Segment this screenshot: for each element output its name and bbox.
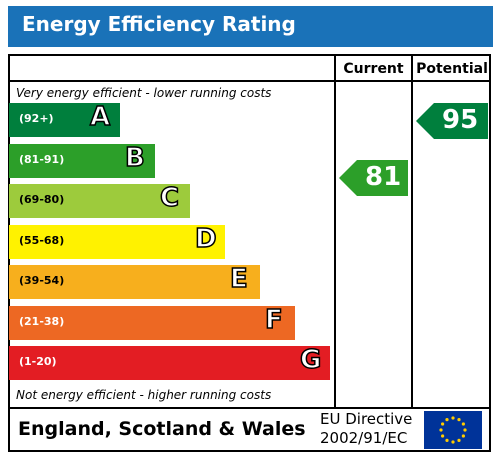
- caption-bottom: Not energy efficient - higher running co…: [16, 388, 272, 402]
- band-letter-label: G: [299, 344, 322, 376]
- band-d: (55-68) D: [9, 223, 225, 259]
- eu-star: [463, 428, 467, 432]
- band-range-label: (39-54): [19, 274, 65, 287]
- column-header-potential: Potential: [416, 61, 488, 77]
- band-letter-label: A: [89, 101, 111, 133]
- band-letter-label: D: [194, 223, 217, 255]
- potential-arrow: [416, 103, 488, 139]
- current-arrow-shape: [339, 159, 408, 196]
- band-b: (81-91) B: [9, 142, 155, 178]
- eu-star: [445, 418, 449, 422]
- potential-arrow-shape: [416, 103, 488, 139]
- eu-star: [445, 438, 449, 442]
- header-divider: [8, 80, 491, 82]
- potential-rating-value: 95: [442, 105, 479, 135]
- band-e: (39-54) E: [9, 263, 260, 299]
- eu-directive: EU Directive 2002/91/EC: [320, 410, 412, 448]
- band-range-label: (92+): [19, 112, 54, 125]
- caption-top: Very energy efficient - lower running co…: [16, 86, 272, 100]
- eu-star: [439, 428, 443, 432]
- eu-star: [451, 416, 455, 420]
- band-g: (1-20) G: [9, 344, 330, 380]
- band-range-label: (1-20): [19, 355, 57, 368]
- column-header-current: Current: [343, 61, 404, 77]
- eu-star: [441, 434, 445, 438]
- current-arrow: [339, 159, 408, 196]
- column-divider-current: [334, 54, 336, 409]
- eu-star: [461, 422, 465, 426]
- column-divider-potential: [411, 54, 413, 409]
- band-range-label: (55-68): [19, 233, 65, 247]
- title-bar: Energy Efficiency Rating: [8, 6, 493, 47]
- eu-directive-line2: 2002/91/EC: [320, 429, 408, 447]
- eu-star: [457, 418, 461, 422]
- current-rating-value: 81: [365, 161, 402, 192]
- page-title: Energy Efficiency Rating: [22, 12, 296, 36]
- footer-divider: [8, 407, 491, 409]
- band-letter-label: E: [229, 263, 248, 295]
- band-range-label: (21-38): [19, 314, 65, 328]
- eu-star: [461, 434, 465, 438]
- band-f: (21-38) F: [9, 304, 295, 340]
- band-range-label: (81-91): [19, 152, 65, 166]
- band-range-label: (69-80): [19, 193, 65, 206]
- band-letter-label: C: [159, 182, 180, 214]
- footer-region: England, Scotland & Wales: [18, 418, 306, 440]
- eu-directive-line1: EU Directive: [320, 410, 413, 428]
- eu-star: [451, 440, 455, 444]
- band-c: (69-80) C: [9, 182, 190, 218]
- eu-flag-icon: [424, 411, 482, 449]
- band-letter-label: B: [124, 142, 145, 174]
- band-a: (92+) A: [9, 101, 120, 137]
- eu-star: [441, 422, 445, 426]
- band-letter-label: F: [264, 304, 283, 336]
- eu-star: [457, 438, 461, 442]
